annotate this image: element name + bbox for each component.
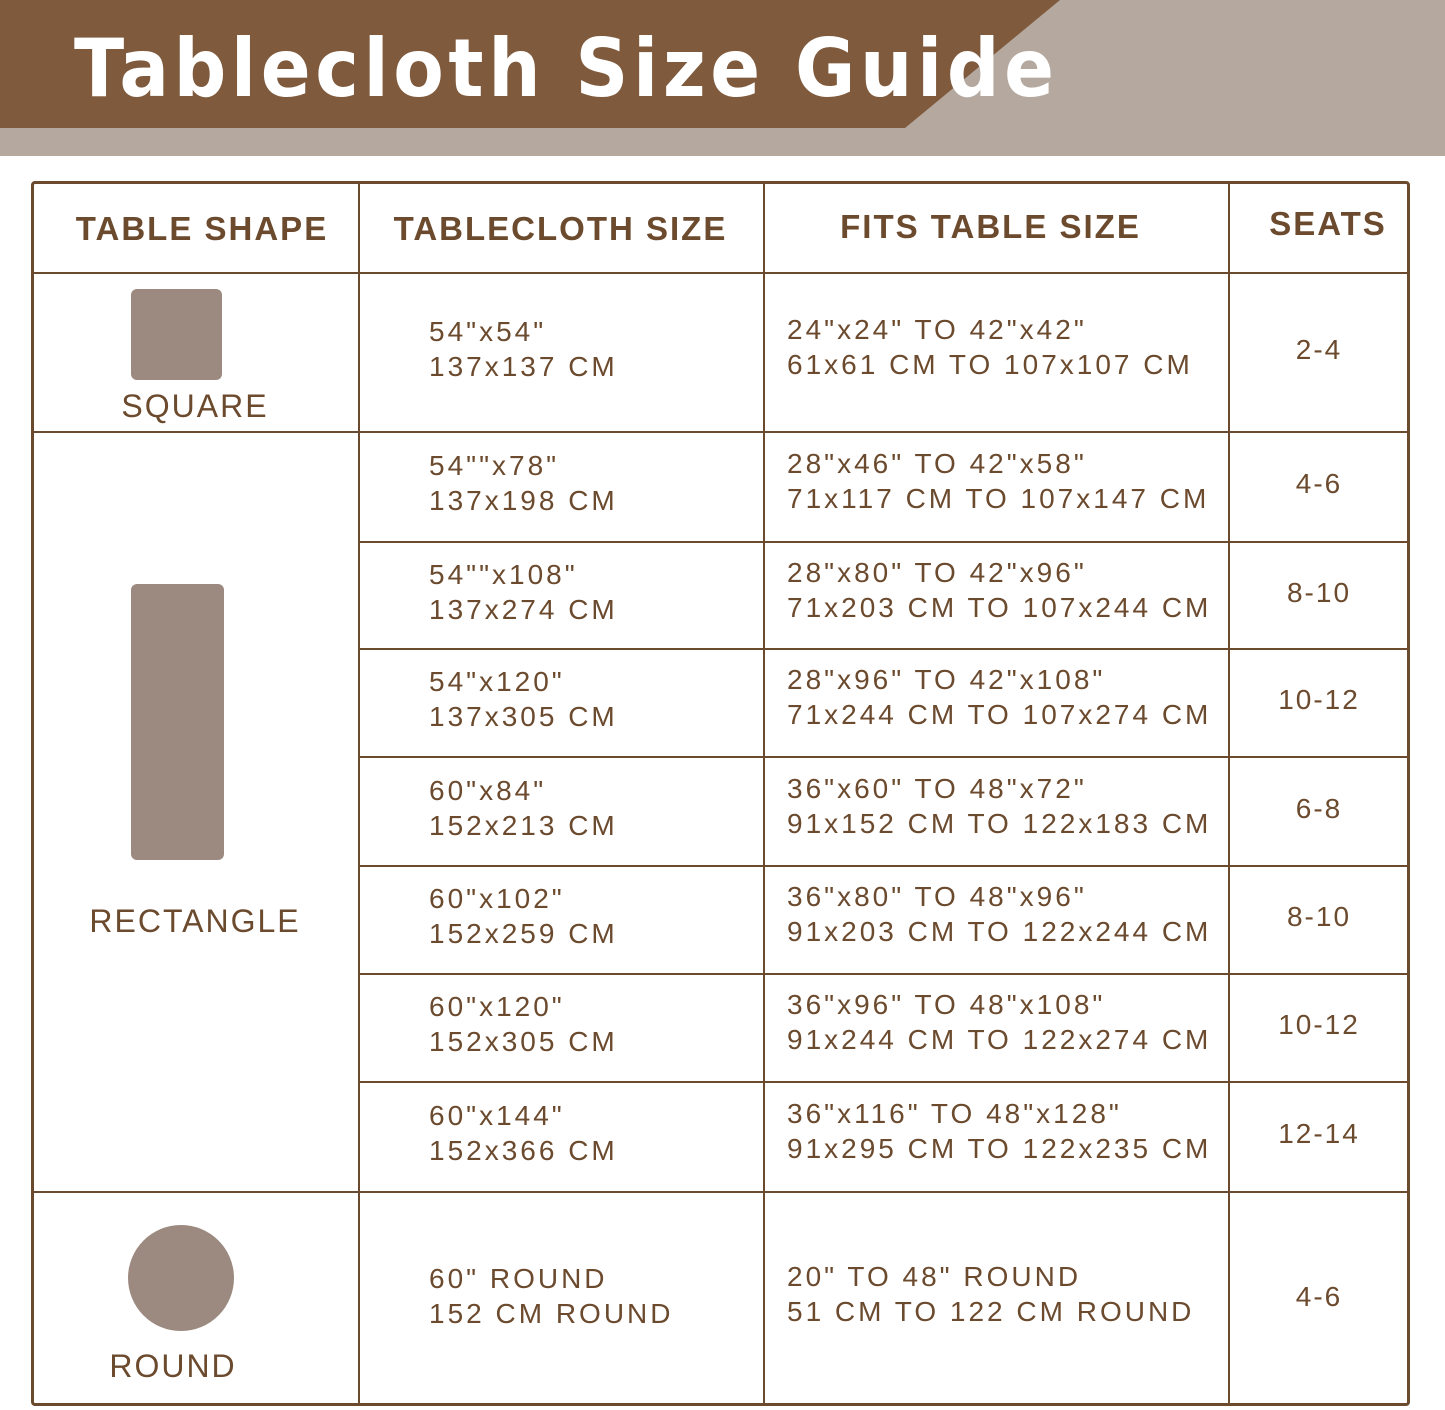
fits-size-cm: 71x117 CM TO 107x147 CM bbox=[787, 483, 1210, 514]
seats-value: 10-12 bbox=[1278, 684, 1360, 715]
round-table-icon bbox=[128, 1225, 234, 1331]
tablecloth-size-cm: 137x274 CM bbox=[429, 593, 618, 625]
seats-value: 2-4 bbox=[1295, 333, 1343, 365]
tablecloth-size-cm: 137x305 CM bbox=[429, 701, 618, 732]
column-divider bbox=[1228, 183, 1230, 1405]
fits-size-in: 36"x60" TO 48"x72" bbox=[787, 772, 1087, 804]
tablecloth-size-in: 54"x54" bbox=[429, 315, 547, 347]
shape-label-round: ROUND bbox=[109, 1348, 237, 1384]
square-table-icon bbox=[131, 289, 222, 380]
fits-size-in: 36"x80" TO 48"x96" bbox=[787, 881, 1087, 912]
fits-size-cm: 71x203 CM TO 107x244 CM bbox=[787, 591, 1212, 623]
fits-size-in: 36"x116" TO 48"x128" bbox=[787, 1098, 1122, 1129]
seats-value: 8-10 bbox=[1286, 576, 1352, 608]
fits-size-cm: 51 CM TO 122 CM ROUND bbox=[787, 1295, 1195, 1327]
tablecloth-size-in: 60"x84" bbox=[429, 774, 547, 806]
fits-size-cm: 91x244 CM TO 122x274 CM bbox=[787, 1024, 1212, 1055]
row-divider bbox=[358, 865, 1410, 867]
tablecloth-size-cm: 152 CM ROUND bbox=[429, 1297, 674, 1329]
seats-value: 12-14 bbox=[1278, 1118, 1360, 1149]
header-fits-table-size: FITS TABLE SIZE bbox=[840, 208, 1141, 245]
row-divider bbox=[358, 541, 1410, 543]
row-divider bbox=[32, 431, 1410, 433]
fits-size-in: 24"x24" TO 42"x42" bbox=[787, 313, 1087, 345]
header-seats: SEATS bbox=[1269, 205, 1387, 242]
tablecloth-size-cm: 137x198 CM bbox=[429, 485, 618, 516]
page-title: Tablecloth Size Guide bbox=[74, 22, 1059, 115]
column-divider bbox=[763, 183, 765, 1405]
size-table bbox=[31, 181, 1410, 1406]
row-divider bbox=[32, 1191, 1410, 1193]
shape-label-square: SQUARE bbox=[121, 388, 269, 424]
seats-value: 10-12 bbox=[1278, 1009, 1360, 1040]
row-divider bbox=[358, 756, 1410, 758]
fits-size-cm: 91x295 CM TO 122x235 CM bbox=[787, 1133, 1212, 1164]
rectangle-table-icon bbox=[131, 584, 224, 860]
row-divider bbox=[358, 973, 1410, 975]
seats-value: 4-6 bbox=[1295, 468, 1343, 499]
fits-size-cm: 71x244 CM TO 107x274 CM bbox=[787, 699, 1212, 730]
fits-size-cm: 91x203 CM TO 122x244 CM bbox=[787, 916, 1212, 947]
tablecloth-size-cm: 137x137 CM bbox=[429, 350, 618, 382]
fits-size-in: 28"x96" TO 42"x108" bbox=[787, 664, 1106, 695]
fits-size-in: 20" TO 48" ROUND bbox=[787, 1260, 1082, 1292]
tablecloth-size-in: 60"x102" bbox=[429, 883, 565, 914]
row-divider bbox=[358, 1081, 1410, 1083]
tablecloth-size-in: 54""x108" bbox=[429, 558, 578, 590]
tablecloth-size-in: 54"x120" bbox=[429, 666, 565, 697]
fits-size-cm: 91x152 CM TO 122x183 CM bbox=[787, 807, 1212, 839]
tablecloth-size-cm: 152x213 CM bbox=[429, 809, 618, 841]
fits-size-in: 28"x80" TO 42"x96" bbox=[787, 556, 1087, 588]
tablecloth-size-in: 60" ROUND bbox=[429, 1262, 608, 1294]
fits-size-cm: 61x61 CM TO 107x107 CM bbox=[787, 348, 1193, 380]
seats-value: 6-8 bbox=[1295, 792, 1343, 824]
row-divider bbox=[32, 272, 1410, 274]
tablecloth-size-in: 60"x144" bbox=[429, 1100, 565, 1131]
tablecloth-size-cm: 152x259 CM bbox=[429, 918, 618, 949]
fits-size-in: 28"x46" TO 42"x58" bbox=[787, 448, 1087, 479]
title-banner bbox=[0, 0, 1060, 128]
column-divider bbox=[358, 183, 360, 1405]
tablecloth-size-cm: 152x366 CM bbox=[429, 1135, 618, 1166]
tablecloth-size-cm: 152x305 CM bbox=[429, 1026, 618, 1057]
header-table-shape: TABLE SHAPE bbox=[75, 210, 329, 247]
row-divider bbox=[358, 648, 1410, 650]
fits-size-in: 36"x96" TO 48"x108" bbox=[787, 989, 1106, 1020]
tablecloth-size-in: 54""x78" bbox=[429, 450, 560, 481]
seats-value: 8-10 bbox=[1286, 901, 1352, 932]
seats-value: 4-6 bbox=[1295, 1280, 1343, 1312]
tablecloth-size-in: 60"x120" bbox=[429, 991, 565, 1022]
header-tablecloth-size: TABLECLOTH SIZE bbox=[393, 210, 728, 247]
shape-label-rectangle: RECTANGLE bbox=[89, 903, 301, 939]
